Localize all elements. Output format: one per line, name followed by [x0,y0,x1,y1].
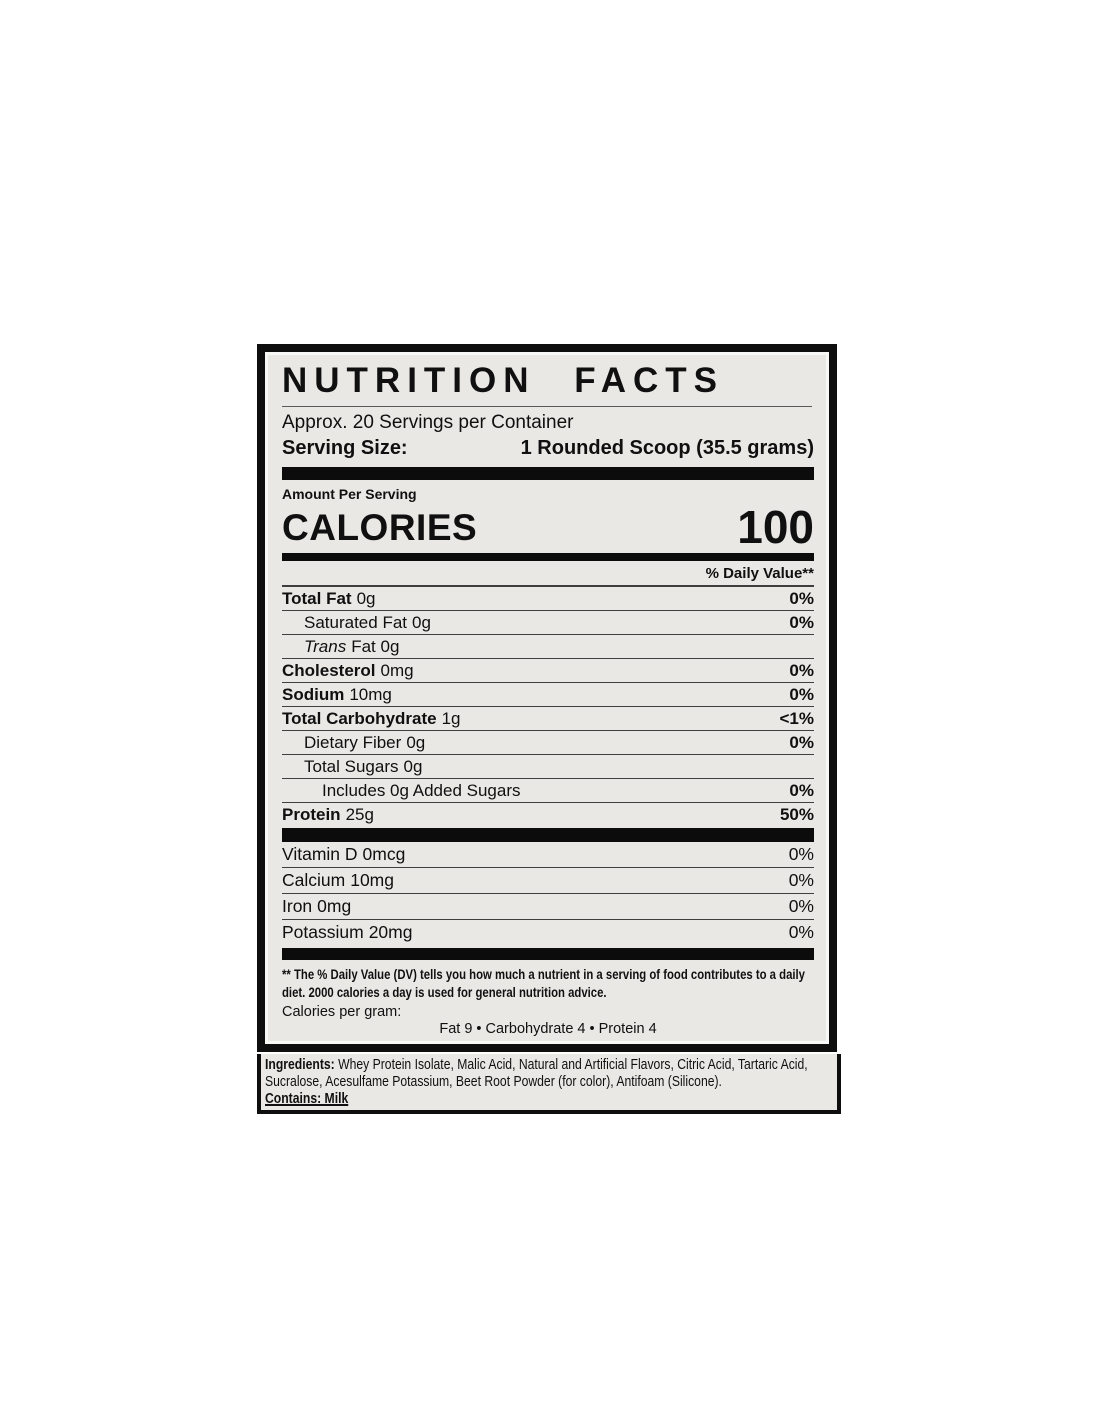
calories-row: CALORIES 100 [282,504,814,550]
nutrient-percent: 0% [789,781,814,800]
allergen-statement: Contains: Milk [265,1091,349,1107]
amount-per-serving-label: Amount Per Serving [282,486,417,502]
ingredients-box: Ingredients: Whey Protein Isolate, Malic… [257,1054,841,1114]
nutrient-amount: 25g [345,805,374,824]
micronutrient-table: Vitamin D 0mcg 0% Calcium 10mg 0% Iron 0… [282,842,814,945]
nutrient-name: Protein [282,805,341,824]
nutrient-name: Cholesterol [282,661,376,680]
nutrient-amount: 0mg [317,896,352,916]
calories-per-gram-values: Fat 9 • Carbohydrate 4 • Protein 4 [439,1021,657,1037]
thick-separator-bar [282,828,814,842]
ingredients-list: Whey Protein Isolate, Malic Acid, Natura… [265,1057,808,1090]
nutrient-row-vitamin-d: Vitamin D 0mcg 0% [282,842,814,868]
daily-value-header: % Daily Value** [282,563,814,587]
nutrient-row-saturated-fat: Saturated Fat 0g 0% [282,611,814,635]
nutrient-amount: 0mg [380,661,414,680]
nutrient-name: Total Fat [282,589,352,608]
nutrient-row-total-fat: Total Fat 0g 0% [282,587,814,611]
nutrient-row-iron: Iron 0mg 0% [282,894,814,920]
panel-title: NUTRITION FACTS [282,361,724,400]
nutrient-percent: 0% [788,896,814,916]
nutrient-row-calcium: Calcium 10mg 0% [282,868,814,894]
nutrient-row-total-carbohydrate: Total Carbohydrate 1g <1% [282,707,814,731]
nutrition-label: NUTRITION FACTS Approx. 20 Servings per … [257,344,841,1114]
nutrient-row-cholesterol: Cholesterol 0mg 0% [282,659,814,683]
nutrient-percent: 0% [788,922,814,942]
nutrient-percent: 0% [788,844,814,864]
nutrient-name: Includes 0g Added Sugars [322,781,521,800]
calories-per-gram-label: Calories per gram: [282,1004,402,1020]
nutrient-percent: 0% [789,589,814,608]
nutrient-row-added-sugars: Includes 0g Added Sugars 0% [282,779,814,803]
nutrient-percent: 0% [789,685,814,704]
nutrient-row-sodium: Sodium 10mg 0% [282,683,814,707]
nutrient-row-dietary-fiber: Dietary Fiber 0g 0% [282,731,814,755]
ingredients-statement: Ingredients: Whey Protein Isolate, Malic… [265,1057,834,1091]
thick-separator-bar [282,467,814,480]
nutrient-row-protein: Protein 25g 50% [282,803,814,826]
nutrient-percent: 0% [789,613,814,632]
daily-value-footnote: ** The % Daily Value (DV) tells you how … [282,967,805,1000]
nutrient-name: Saturated Fat [304,613,408,632]
servings-per-container: Approx. 20 Servings per Container [282,412,574,433]
serving-size-value: 1 Rounded Scoop (35.5 grams) [520,437,814,459]
nutrient-percent: 0% [789,733,814,752]
macronutrient-table: Total Fat 0g 0% Saturated Fat 0g 0% Tran… [282,587,814,826]
nutrient-amount: 10mg [350,870,394,890]
nutrient-name: Vitamin D [282,844,358,864]
nutrient-amount: 0g [356,589,376,608]
calories-label: CALORIES [282,507,478,548]
nutrient-amount: 0g [403,757,423,776]
nutrition-facts-panel: NUTRITION FACTS Approx. 20 Servings per … [257,344,837,1052]
nutrient-amount: 0g [406,733,426,752]
serving-size-label: Serving Size: [282,437,408,459]
nutrient-amount: 1g [441,709,461,728]
nutrient-name: Dietary Fiber [304,733,402,752]
nutrient-row-trans-fat: Trans Fat 0g [282,635,814,659]
nutrient-name: Total Sugars [304,757,399,776]
nutrient-percent: 0% [789,661,814,680]
nutrient-row-total-sugars: Total Sugars 0g [282,755,814,779]
nutrient-percent: 50% [779,805,814,824]
nutrient-percent: <1% [779,709,815,728]
nutrient-amount: 10mg [349,685,392,704]
nutrient-amount: Fat 0g [351,637,400,656]
medium-separator-bar [282,553,814,561]
thick-separator-bar [282,948,814,960]
nutrient-amount: 20mg [368,922,413,942]
nutrient-amount: 0g [412,613,431,632]
serving-size-row: Serving Size: 1 Rounded Scoop (35.5 gram… [282,435,814,462]
ingredients-label: Ingredients: [265,1057,335,1073]
nutrient-name: Total Carbohydrate [282,709,437,728]
nutrient-name: Calcium [282,870,346,890]
nutrient-name: Sodium [282,685,345,704]
nutrient-name: Iron [282,896,313,916]
title-divider [282,406,812,407]
nutrient-name: Potassium [282,922,364,942]
nutrient-name: Trans [304,637,347,656]
nutrient-amount: 0mcg [362,844,406,864]
nutrient-percent: 0% [788,870,814,890]
calories-value: 100 [737,501,814,553]
nutrient-row-potassium: Potassium 20mg 0% [282,920,814,945]
